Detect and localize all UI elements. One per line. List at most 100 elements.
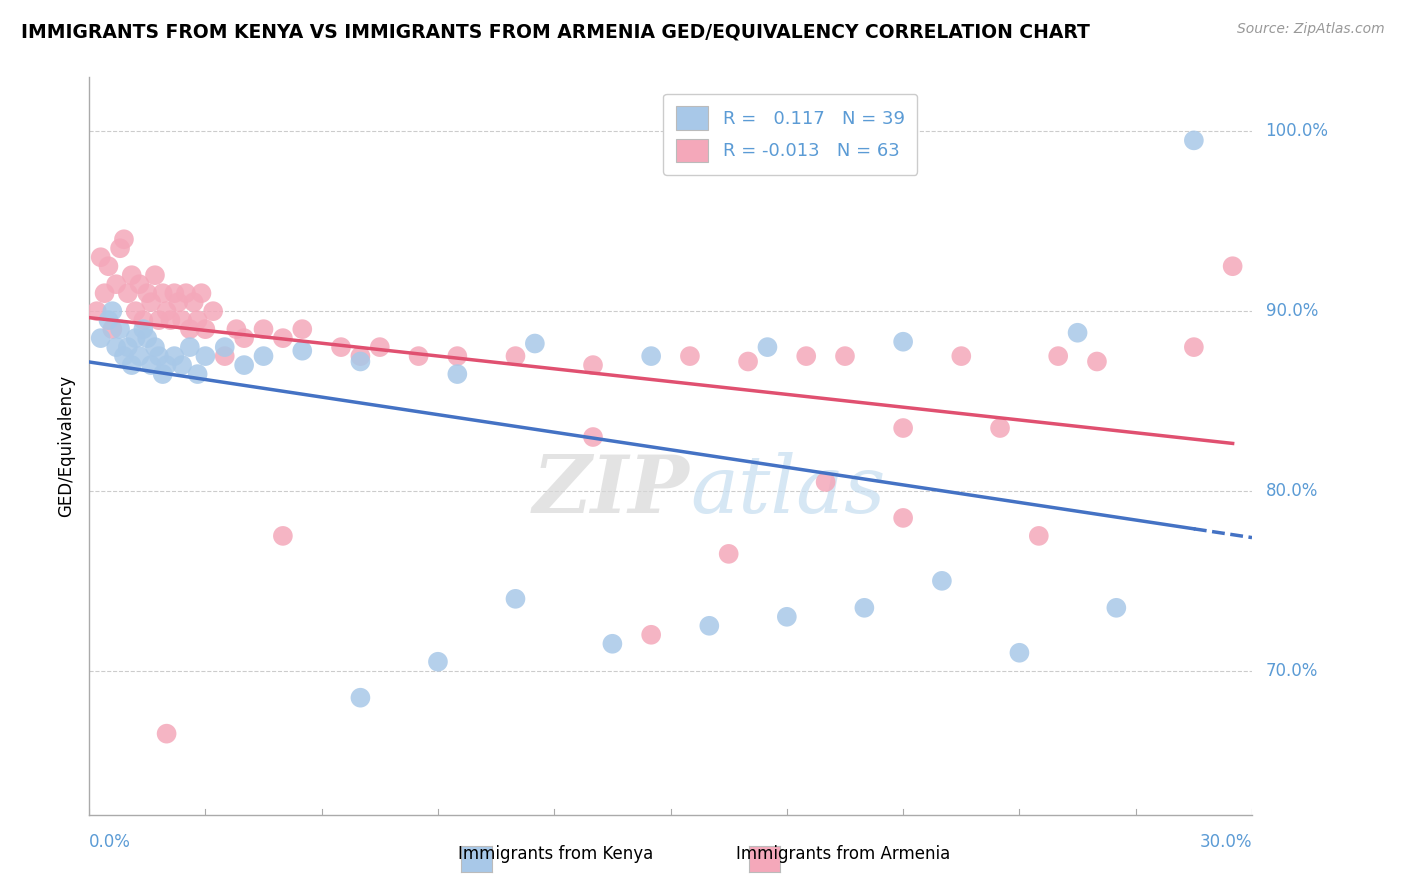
Point [931,574,953,588]
Point [582,358,605,372]
Point [291,343,314,358]
Point [233,331,256,345]
Point [640,349,662,363]
Point [152,367,174,381]
Point [112,232,135,246]
Point [505,591,527,606]
Point [271,331,294,345]
Point [90,250,112,264]
Point [172,358,194,372]
Point [143,268,166,283]
Point [136,286,159,301]
Point [101,322,124,336]
Point [349,349,371,363]
Point [717,547,740,561]
Text: 0.0%: 0.0% [89,832,131,851]
Point [794,349,817,363]
Point [139,295,162,310]
Point [155,726,177,740]
Point [202,304,225,318]
Point [446,367,468,381]
Text: IMMIGRANTS FROM KENYA VS IMMIGRANTS FROM ARMENIA GED/EQUIVALENCY CORRELATION CHA: IMMIGRANTS FROM KENYA VS IMMIGRANTS FROM… [21,22,1090,41]
Point [121,358,143,372]
Point [105,340,128,354]
Point [132,313,155,327]
Text: 100.0%: 100.0% [1265,122,1329,140]
Point [190,286,212,301]
Point [1028,529,1050,543]
Point [988,421,1011,435]
Point [148,349,170,363]
Point [1222,259,1244,273]
Point [124,304,146,318]
Point [679,349,702,363]
Point [117,286,139,301]
Point [159,313,181,327]
Point [950,349,973,363]
Point [225,322,247,336]
Point [1066,326,1088,340]
Point [86,304,108,318]
Point [97,313,120,327]
Point [1047,349,1070,363]
Point [112,349,135,363]
Point [121,268,143,283]
Text: 70.0%: 70.0% [1265,662,1317,680]
Point [136,331,159,345]
Point [183,295,205,310]
Point [187,367,209,381]
Point [814,475,837,489]
Text: ZIP: ZIP [533,452,690,530]
Point [446,349,468,363]
Point [697,619,720,633]
Point [252,322,274,336]
Text: Immigrants from Armenia: Immigrants from Armenia [737,846,950,863]
Text: 80.0%: 80.0% [1265,482,1317,500]
Point [602,637,624,651]
Point [582,430,605,444]
Point [152,286,174,301]
Text: Immigrants from Kenya: Immigrants from Kenya [458,846,652,863]
Point [167,295,190,310]
Point [105,277,128,292]
Point [124,331,146,345]
Point [101,304,124,318]
Point [155,304,177,318]
Point [148,313,170,327]
Text: 90.0%: 90.0% [1265,302,1317,320]
Point [194,322,217,336]
Point [891,421,914,435]
Point [194,349,217,363]
Point [143,340,166,354]
Point [737,354,759,368]
Point [505,349,527,363]
Point [1182,340,1205,354]
Point [426,655,449,669]
Point [163,349,186,363]
Point [891,511,914,525]
Point [1105,600,1128,615]
Point [776,609,799,624]
Point [128,349,150,363]
Legend: R =   0.117   N = 39, R = -0.013   N = 63: R = 0.117 N = 39, R = -0.013 N = 63 [664,94,917,175]
Point [214,340,236,354]
Text: Source: ZipAtlas.com: Source: ZipAtlas.com [1237,22,1385,37]
Point [853,600,876,615]
Point [291,322,314,336]
Point [179,322,201,336]
Point [891,334,914,349]
Point [128,277,150,292]
Point [1085,354,1108,368]
Y-axis label: GED/Equivalency: GED/Equivalency [58,375,75,517]
Point [252,349,274,363]
Point [108,241,131,255]
Point [349,690,371,705]
Point [108,322,131,336]
Point [834,349,856,363]
Point [408,349,430,363]
Point [1182,133,1205,147]
Point [163,286,186,301]
Point [271,529,294,543]
Point [117,340,139,354]
Point [174,286,197,301]
